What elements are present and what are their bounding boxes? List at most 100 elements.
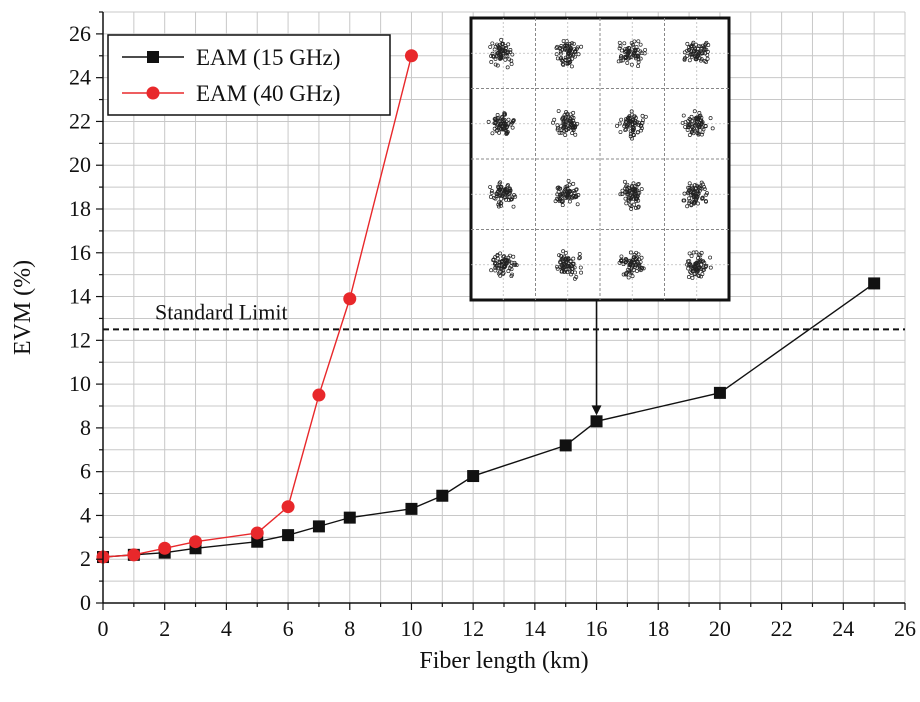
constellation-point [685, 123, 690, 128]
data-point [436, 489, 449, 502]
constellation-point [570, 126, 575, 131]
constellation-point [685, 204, 690, 209]
constellation-point [566, 257, 571, 262]
constellation-point [682, 57, 687, 62]
constellation-point [506, 269, 511, 274]
constellation-point [554, 52, 559, 57]
constellation-point [700, 182, 705, 187]
constellation-point [565, 192, 570, 197]
y-tick-label: 0 [80, 590, 91, 615]
constellation-point [574, 275, 579, 279]
constellation-point [631, 181, 636, 186]
x-tick-labels: 0 2 4 6 8 10 12 14 16 18 20 22 24 26 [98, 616, 917, 641]
constellation-point [563, 122, 568, 127]
constellation-point [570, 56, 575, 61]
constellation-point [488, 44, 493, 49]
constellation-point [617, 40, 622, 45]
constellation-point [618, 130, 623, 134]
constellation-point [637, 257, 641, 262]
constellation-point [561, 59, 565, 64]
constellation-point [496, 271, 501, 276]
constellation-point [493, 62, 498, 67]
constellation-point [557, 130, 562, 135]
constellation-point [690, 119, 695, 123]
constellation-point [501, 49, 506, 53]
constellation-point [632, 39, 637, 44]
constellation-point [504, 129, 509, 134]
constellation-point [496, 51, 501, 56]
constellation-point [618, 192, 623, 197]
constellation-point [620, 188, 625, 193]
constellation-point [508, 122, 513, 127]
constellation-point [566, 178, 571, 183]
constellation-point [636, 204, 641, 209]
constellation-point [494, 265, 499, 270]
constellation-point [639, 187, 644, 192]
constellation-point [511, 118, 516, 123]
constellation-point [634, 263, 638, 268]
data-point [404, 49, 418, 63]
constellation-point [558, 186, 563, 191]
constellation-point [686, 191, 690, 196]
constellation-point [686, 185, 691, 190]
constellation-point [567, 199, 572, 204]
constellation-point [555, 266, 560, 271]
y-tick-label: 22 [69, 108, 91, 133]
constellation-point [708, 265, 713, 270]
x-tick-label: 20 [709, 616, 731, 641]
constellation-point [499, 121, 503, 126]
constellation-point [558, 49, 563, 54]
constellation-point [694, 196, 698, 201]
data-point [312, 388, 326, 402]
constellation-point [505, 54, 510, 59]
constellation-point [561, 62, 566, 67]
constellation-point [630, 122, 635, 127]
constellation-point [705, 56, 710, 61]
constellation-point [680, 120, 685, 125]
constellation-point [705, 49, 710, 54]
constellation-point [626, 197, 631, 202]
x-tick-label: 2 [159, 616, 170, 641]
constellation-point [622, 54, 627, 59]
constellation-point [490, 51, 495, 56]
constellation-point [698, 184, 703, 189]
constellation-point [568, 112, 573, 117]
x-tick-label: 4 [221, 616, 232, 641]
constellation-point [631, 132, 636, 137]
constellation-point [492, 195, 497, 200]
constellation-point [572, 188, 576, 193]
constellation-point [500, 193, 505, 198]
constellation-point [503, 48, 508, 53]
constellation-point [638, 260, 643, 265]
constellation-point [690, 129, 695, 134]
constellation-point [638, 49, 643, 54]
constellation-point [690, 266, 695, 271]
constellation-point [703, 199, 708, 203]
constellation-point [636, 252, 641, 257]
constellation-point [691, 250, 696, 255]
x-tick-label: 18 [647, 616, 669, 641]
constellation-point [565, 184, 569, 189]
constellation-point [641, 266, 646, 271]
constellation-point [579, 270, 584, 275]
constellation-point [508, 50, 513, 54]
constellation-point [629, 62, 634, 67]
constellation-point [692, 109, 697, 114]
constellation-point [695, 190, 699, 195]
constellation-point [699, 250, 704, 255]
constellation-point [639, 126, 644, 131]
constellation-point [489, 190, 494, 195]
constellation-point [682, 198, 687, 203]
constellation-point [619, 58, 624, 63]
constellation-point [563, 58, 568, 63]
constellation-point [491, 258, 496, 263]
constellation-point [569, 272, 573, 277]
constellation-point [496, 46, 501, 51]
constellation-point [704, 192, 709, 197]
constellation-point [636, 64, 641, 69]
constellation-point [495, 63, 500, 68]
constellation-point [700, 272, 705, 277]
constellation-point [625, 60, 630, 65]
constellation-point [569, 121, 574, 126]
